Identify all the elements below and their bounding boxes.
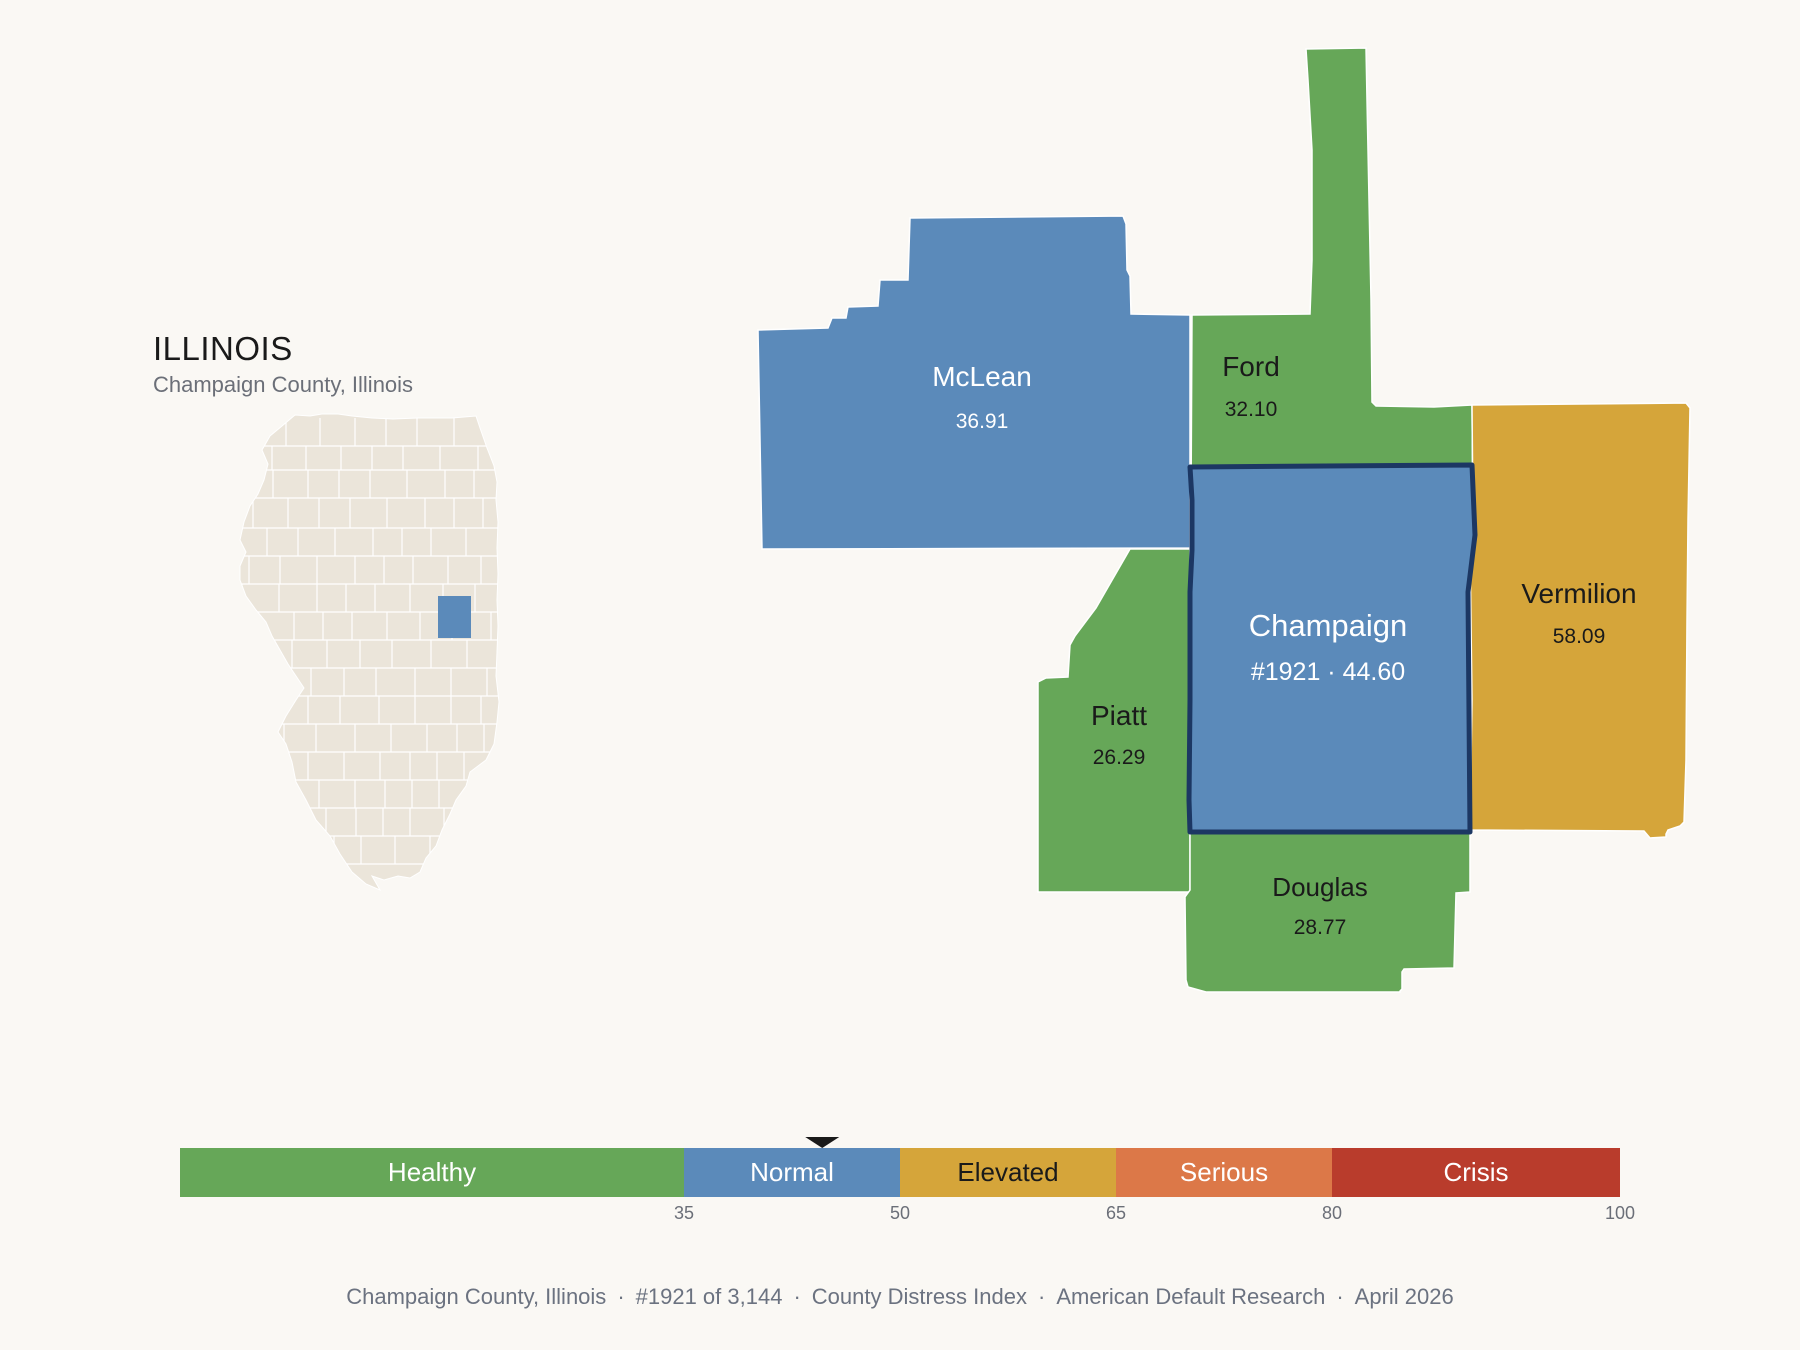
footer-rank: #1921 of 3,144 <box>635 1284 783 1309</box>
county-value-douglas: 28.77 <box>1294 916 1347 939</box>
county-value-vermilion: 58.09 <box>1553 625 1606 648</box>
scale-tick-label: 80 <box>1322 1203 1342 1223</box>
county-map <box>757 47 1691 993</box>
county-mclean <box>757 215 1191 550</box>
footer-caption: Champaign County, Illinois · #1921 of 3,14… <box>0 1284 1800 1310</box>
footer-index-name: County Distress Index <box>811 1284 1027 1309</box>
current-value-marker <box>805 1137 840 1148</box>
scale-segment-label-serious: Serious <box>1180 1157 1268 1187</box>
county-value-piatt: 26.29 <box>1093 746 1146 769</box>
footer-separator: · <box>617 1284 625 1309</box>
illinois-locator-map <box>239 413 500 892</box>
county-label-douglas: Douglas <box>1272 872 1367 902</box>
scale-segment-crisis <box>1332 1148 1620 1197</box>
scale-segment-serious <box>1116 1148 1332 1197</box>
county-label-ford: Ford <box>1222 351 1280 382</box>
scale-segment-healthy <box>180 1148 684 1197</box>
county-douglas <box>1184 831 1471 993</box>
scale-segment-normal <box>684 1148 900 1197</box>
county-label-mclean: McLean <box>932 361 1032 392</box>
scale-segment-elevated <box>900 1148 1116 1197</box>
scale-tick-label: 65 <box>1106 1203 1126 1223</box>
scale-tick-label: 50 <box>890 1203 910 1223</box>
county-value-ford: 32.10 <box>1225 398 1278 421</box>
scale-tick-label: 35 <box>674 1203 694 1223</box>
footer-county: Champaign County, Illinois <box>346 1284 607 1309</box>
county-value-mclean: 36.91 <box>956 410 1009 433</box>
state-title: ILLINOIS <box>153 330 293 367</box>
footer-separator: · <box>1336 1284 1344 1309</box>
county-label-vermilion: Vermilion <box>1521 578 1636 609</box>
county-label-piatt: Piatt <box>1091 700 1147 731</box>
scale-tick-label: 100 <box>1605 1203 1635 1223</box>
county-label-champaign: Champaign <box>1249 608 1408 643</box>
illinois-outline <box>239 413 500 892</box>
county-champaign <box>1186 462 1478 835</box>
county-value-champaign: #1921 · 44.60 <box>1251 658 1405 686</box>
scale-segment-label-elevated: Elevated <box>957 1157 1058 1187</box>
footer-source: American Default Research <box>1056 1284 1326 1309</box>
footer-date: April 2026 <box>1354 1284 1454 1309</box>
county-vermilion <box>1469 402 1691 839</box>
state-subtitle: Champaign County, Illinois <box>153 372 414 397</box>
locator-champaign-highlight <box>438 596 471 638</box>
scale-segment-label-healthy: Healthy <box>388 1157 476 1187</box>
footer-separator: · <box>793 1284 801 1309</box>
scale-segment-label-normal: Normal <box>750 1157 834 1187</box>
scale-segment-label-crisis: Crisis <box>1444 1157 1509 1187</box>
county-labels: McLean 36.91 Ford 32.10 Vermilion 58.09 … <box>932 351 1636 939</box>
distress-scale-bar: Healthy Normal Elevated Serious Crisis 35 50 65… <box>180 1137 1635 1223</box>
footer-separator: · <box>1037 1284 1046 1309</box>
